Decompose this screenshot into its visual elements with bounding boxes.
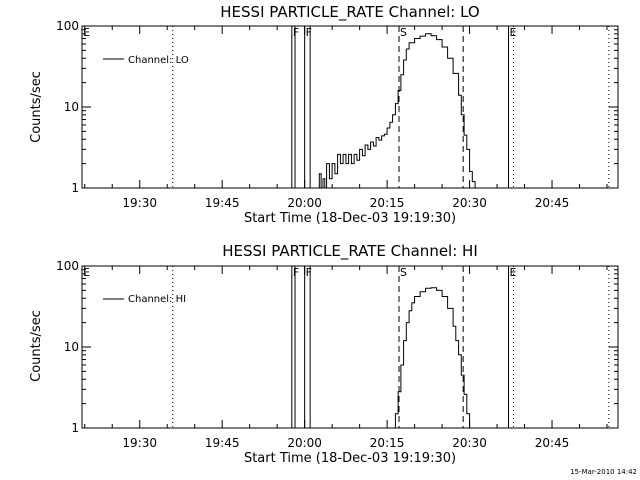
plot-frame	[81, 25, 619, 189]
x-tick-label: 20:45	[535, 196, 570, 210]
marker-label: E	[510, 266, 517, 279]
marker-label: S	[400, 266, 407, 279]
x-tick-label: 19:30	[122, 436, 157, 450]
y-tick-label: 1	[71, 181, 79, 195]
data-series-line	[317, 33, 476, 189]
marker-label: E	[510, 26, 517, 39]
chart-panel-hi: HESSI PARTICLE_RATE Channel: HI Start Ti…	[29, 242, 619, 466]
x-tick-label: 19:30	[122, 196, 157, 210]
x-tick-label: 20:00	[287, 436, 322, 450]
data-series-line	[392, 287, 471, 429]
y-tick-label: 100	[56, 259, 79, 273]
x-tick-label: 19:45	[205, 436, 240, 450]
x-tick-label: 20:00	[287, 196, 322, 210]
chart-title: HESSI PARTICLE_RATE Channel: HI	[222, 242, 478, 261]
x-tick-label: 20:30	[452, 436, 487, 450]
x-tick-label: 20:45	[535, 436, 570, 450]
marker-label: S	[400, 26, 407, 39]
chart-title: HESSI PARTICLE_RATE Channel: LO	[220, 3, 479, 22]
legend-label: Channel: HI	[128, 294, 186, 305]
timestamp: 15-Mar-2010 14:42	[570, 468, 637, 476]
marker-label: F	[306, 26, 312, 39]
y-tick-label: 100	[56, 19, 79, 33]
marker-label: E	[83, 266, 90, 279]
x-axis-label: Start Time (18-Dec-03 19:19:30)	[244, 211, 456, 226]
marker-label: E	[83, 26, 90, 39]
x-axis-label: Start Time (18-Dec-03 19:19:30)	[244, 451, 456, 466]
x-tick-label: 20:30	[452, 196, 487, 210]
x-tick-label: 19:45	[205, 196, 240, 210]
marker-label: F	[306, 266, 312, 279]
y-tick-label: 1	[71, 421, 79, 435]
x-tick-label: 20:15	[370, 436, 405, 450]
legend-label: Channel: LO	[128, 55, 189, 66]
y-tick-label: 10	[64, 340, 79, 354]
marker-label: F	[293, 266, 299, 279]
x-tick-label: 20:15	[370, 196, 405, 210]
marker-label: F	[293, 26, 299, 39]
y-axis-label: Counts/sec	[29, 310, 44, 382]
plot-frame	[81, 265, 619, 429]
chart-panel-lo: HESSI PARTICLE_RATE Channel: LO Start Ti…	[29, 3, 619, 226]
y-tick-label: 10	[64, 100, 79, 114]
y-axis-label: Counts/sec	[29, 71, 44, 143]
